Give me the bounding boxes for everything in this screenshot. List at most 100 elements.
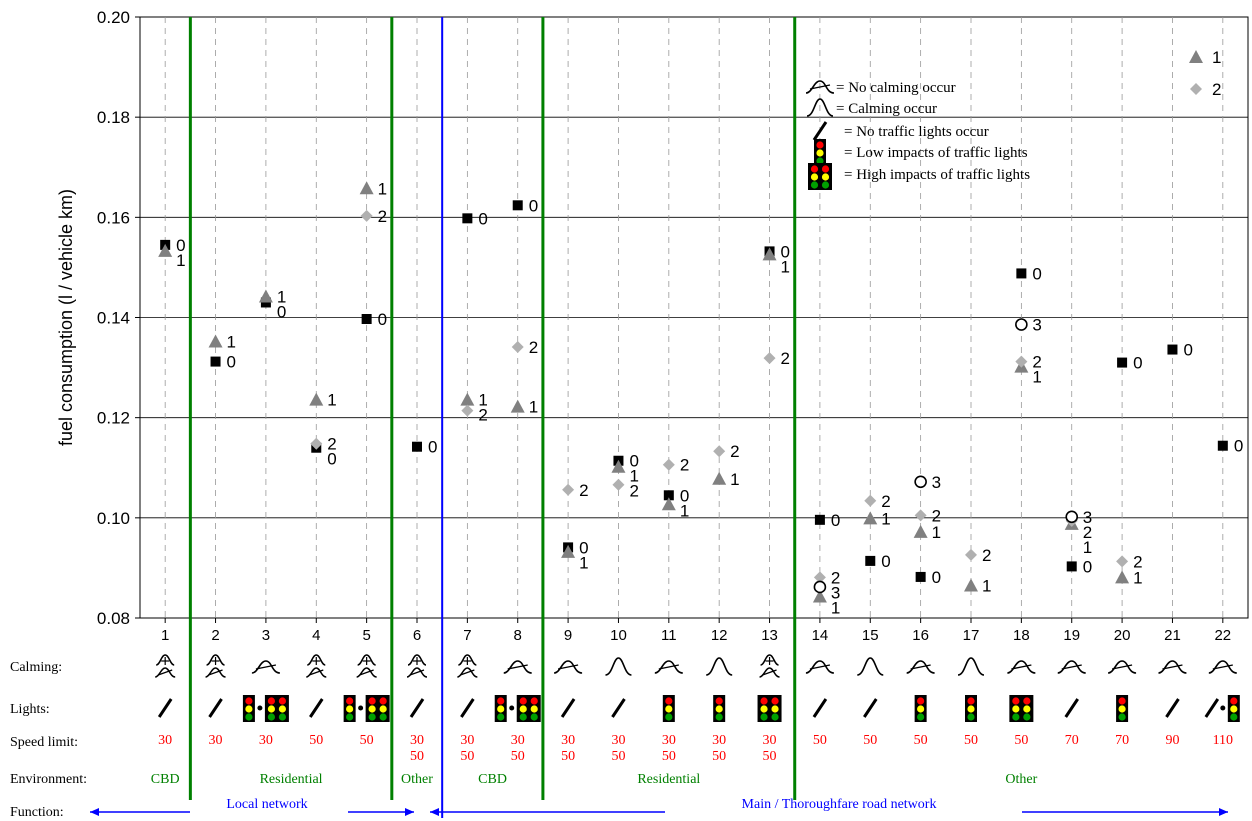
combine-dot [358, 705, 364, 711]
environment-label: Other [401, 772, 433, 787]
yellow-light [519, 705, 527, 713]
no-calming-icon [805, 660, 835, 674]
x-tick-label: 19 [1063, 627, 1080, 644]
mixed-calming-icon [406, 654, 428, 678]
data-label-series-0: 0 [478, 209, 487, 228]
data-point-series-2 [813, 571, 826, 584]
no-calming-strike [557, 664, 579, 670]
low-lights-icon [662, 695, 675, 722]
green-light [368, 713, 376, 721]
no-lights-icon [460, 698, 475, 718]
function-arrow-right-head [405, 808, 414, 816]
data-point-series-1 [460, 392, 475, 406]
data-label-series-0: 0 [680, 486, 689, 505]
data-point-series-2 [763, 352, 776, 365]
x-tick-label: 7 [463, 627, 471, 644]
no-calming-strike [658, 664, 679, 670]
speed-limit-label: 50 [410, 749, 424, 764]
environment-label: CBD [478, 772, 507, 787]
data-label-series-0: 0 [1032, 264, 1041, 283]
calming-icon [705, 657, 733, 676]
segment-15: 50 [857, 657, 884, 748]
high-lights-icon [264, 695, 289, 722]
function-arrow-right-head [1219, 808, 1228, 816]
yellow-light [346, 705, 354, 713]
icon-legend-text: = High impacts of traffic lights [844, 167, 1030, 183]
red-light [967, 697, 975, 705]
wave-strike [157, 669, 173, 676]
yellow-light [497, 705, 505, 713]
low-lights-icon [965, 695, 977, 722]
no-calming-strike [1011, 664, 1032, 670]
environment-label: Residential [260, 772, 323, 787]
yellow-light [1230, 705, 1238, 713]
segment-22: 110 [1204, 660, 1240, 748]
data-point-series-3 [914, 475, 927, 489]
calming-hump [357, 654, 376, 666]
wave-strike [309, 669, 324, 676]
green-light [1118, 713, 1126, 721]
x-tick-label: 20 [1114, 627, 1131, 644]
data-point-series-0 [865, 555, 876, 566]
y-tick-label: 0.10 [97, 509, 130, 528]
x-tick-label: 17 [963, 627, 980, 644]
data-label-series-0: 0 [781, 242, 790, 261]
wave-strike [208, 669, 223, 676]
no-calming-strike [809, 664, 831, 670]
speed-limit-label: 30 [259, 733, 273, 748]
data-label-series-1: 1 [730, 470, 739, 489]
function-arrow-left-head [430, 808, 439, 816]
calming-hump [760, 654, 779, 666]
speed-limit-label: 50 [309, 733, 323, 748]
segment-2: 30 [205, 654, 226, 748]
data-label-series-0: 0 [881, 552, 890, 571]
no-calming-icon [805, 80, 835, 94]
x-tick-label: 11 [661, 627, 677, 644]
data-label-series-0: 0 [428, 438, 437, 457]
red-light [715, 697, 723, 705]
low-lights-icon [814, 139, 826, 166]
red-light [760, 697, 768, 705]
no-lights-icon [611, 698, 626, 718]
no-calming-icon [654, 660, 683, 674]
mixed-calming-icon [306, 654, 327, 678]
speed-limit-label: 50 [914, 733, 928, 748]
yellow-light [917, 705, 925, 713]
y-tick-label: 0.20 [97, 8, 130, 27]
segment-5: 50 [343, 654, 390, 748]
yellow-light [1118, 705, 1126, 713]
data-point-series-2 [713, 445, 726, 458]
no-calming-strike [255, 664, 277, 670]
function-arrow-left-head [90, 808, 99, 816]
data-point-series-2 [461, 404, 474, 417]
speed-limit-label: 110 [1213, 733, 1233, 748]
no-calming-icon [906, 660, 935, 674]
calming-hump [206, 654, 225, 666]
speed-limit-label: 30 [209, 733, 223, 748]
data-point-series-1 [258, 289, 273, 303]
data-point-series-1 [863, 511, 878, 525]
no-calming-strike [1162, 664, 1183, 670]
no-calming-wave [654, 660, 683, 674]
data-label-series-2: 2 [579, 481, 588, 500]
no-calming-wave [1057, 660, 1086, 674]
speed-limit-label: 30 [662, 733, 676, 748]
data-label-series-0: 0 [1133, 354, 1142, 373]
red-light [379, 697, 387, 705]
y-tick-label: 0.18 [97, 108, 130, 127]
data-label-series-1: 1 [327, 391, 336, 410]
no-lights-icon [409, 698, 425, 718]
data-point-series-0 [260, 297, 271, 308]
data-point-series-1 [964, 578, 978, 592]
data-label-series-1: 1 [881, 509, 890, 528]
data-label-series-1: 1 [629, 467, 638, 486]
no-lights-icon [1064, 698, 1079, 718]
segment-14: 50 [805, 660, 835, 748]
data-label-series-0: 0 [579, 538, 588, 557]
combine-dot [509, 705, 515, 711]
green-light [530, 713, 538, 721]
low-lights-icon [242, 695, 255, 722]
y-tick-label: 0.14 [97, 309, 130, 328]
